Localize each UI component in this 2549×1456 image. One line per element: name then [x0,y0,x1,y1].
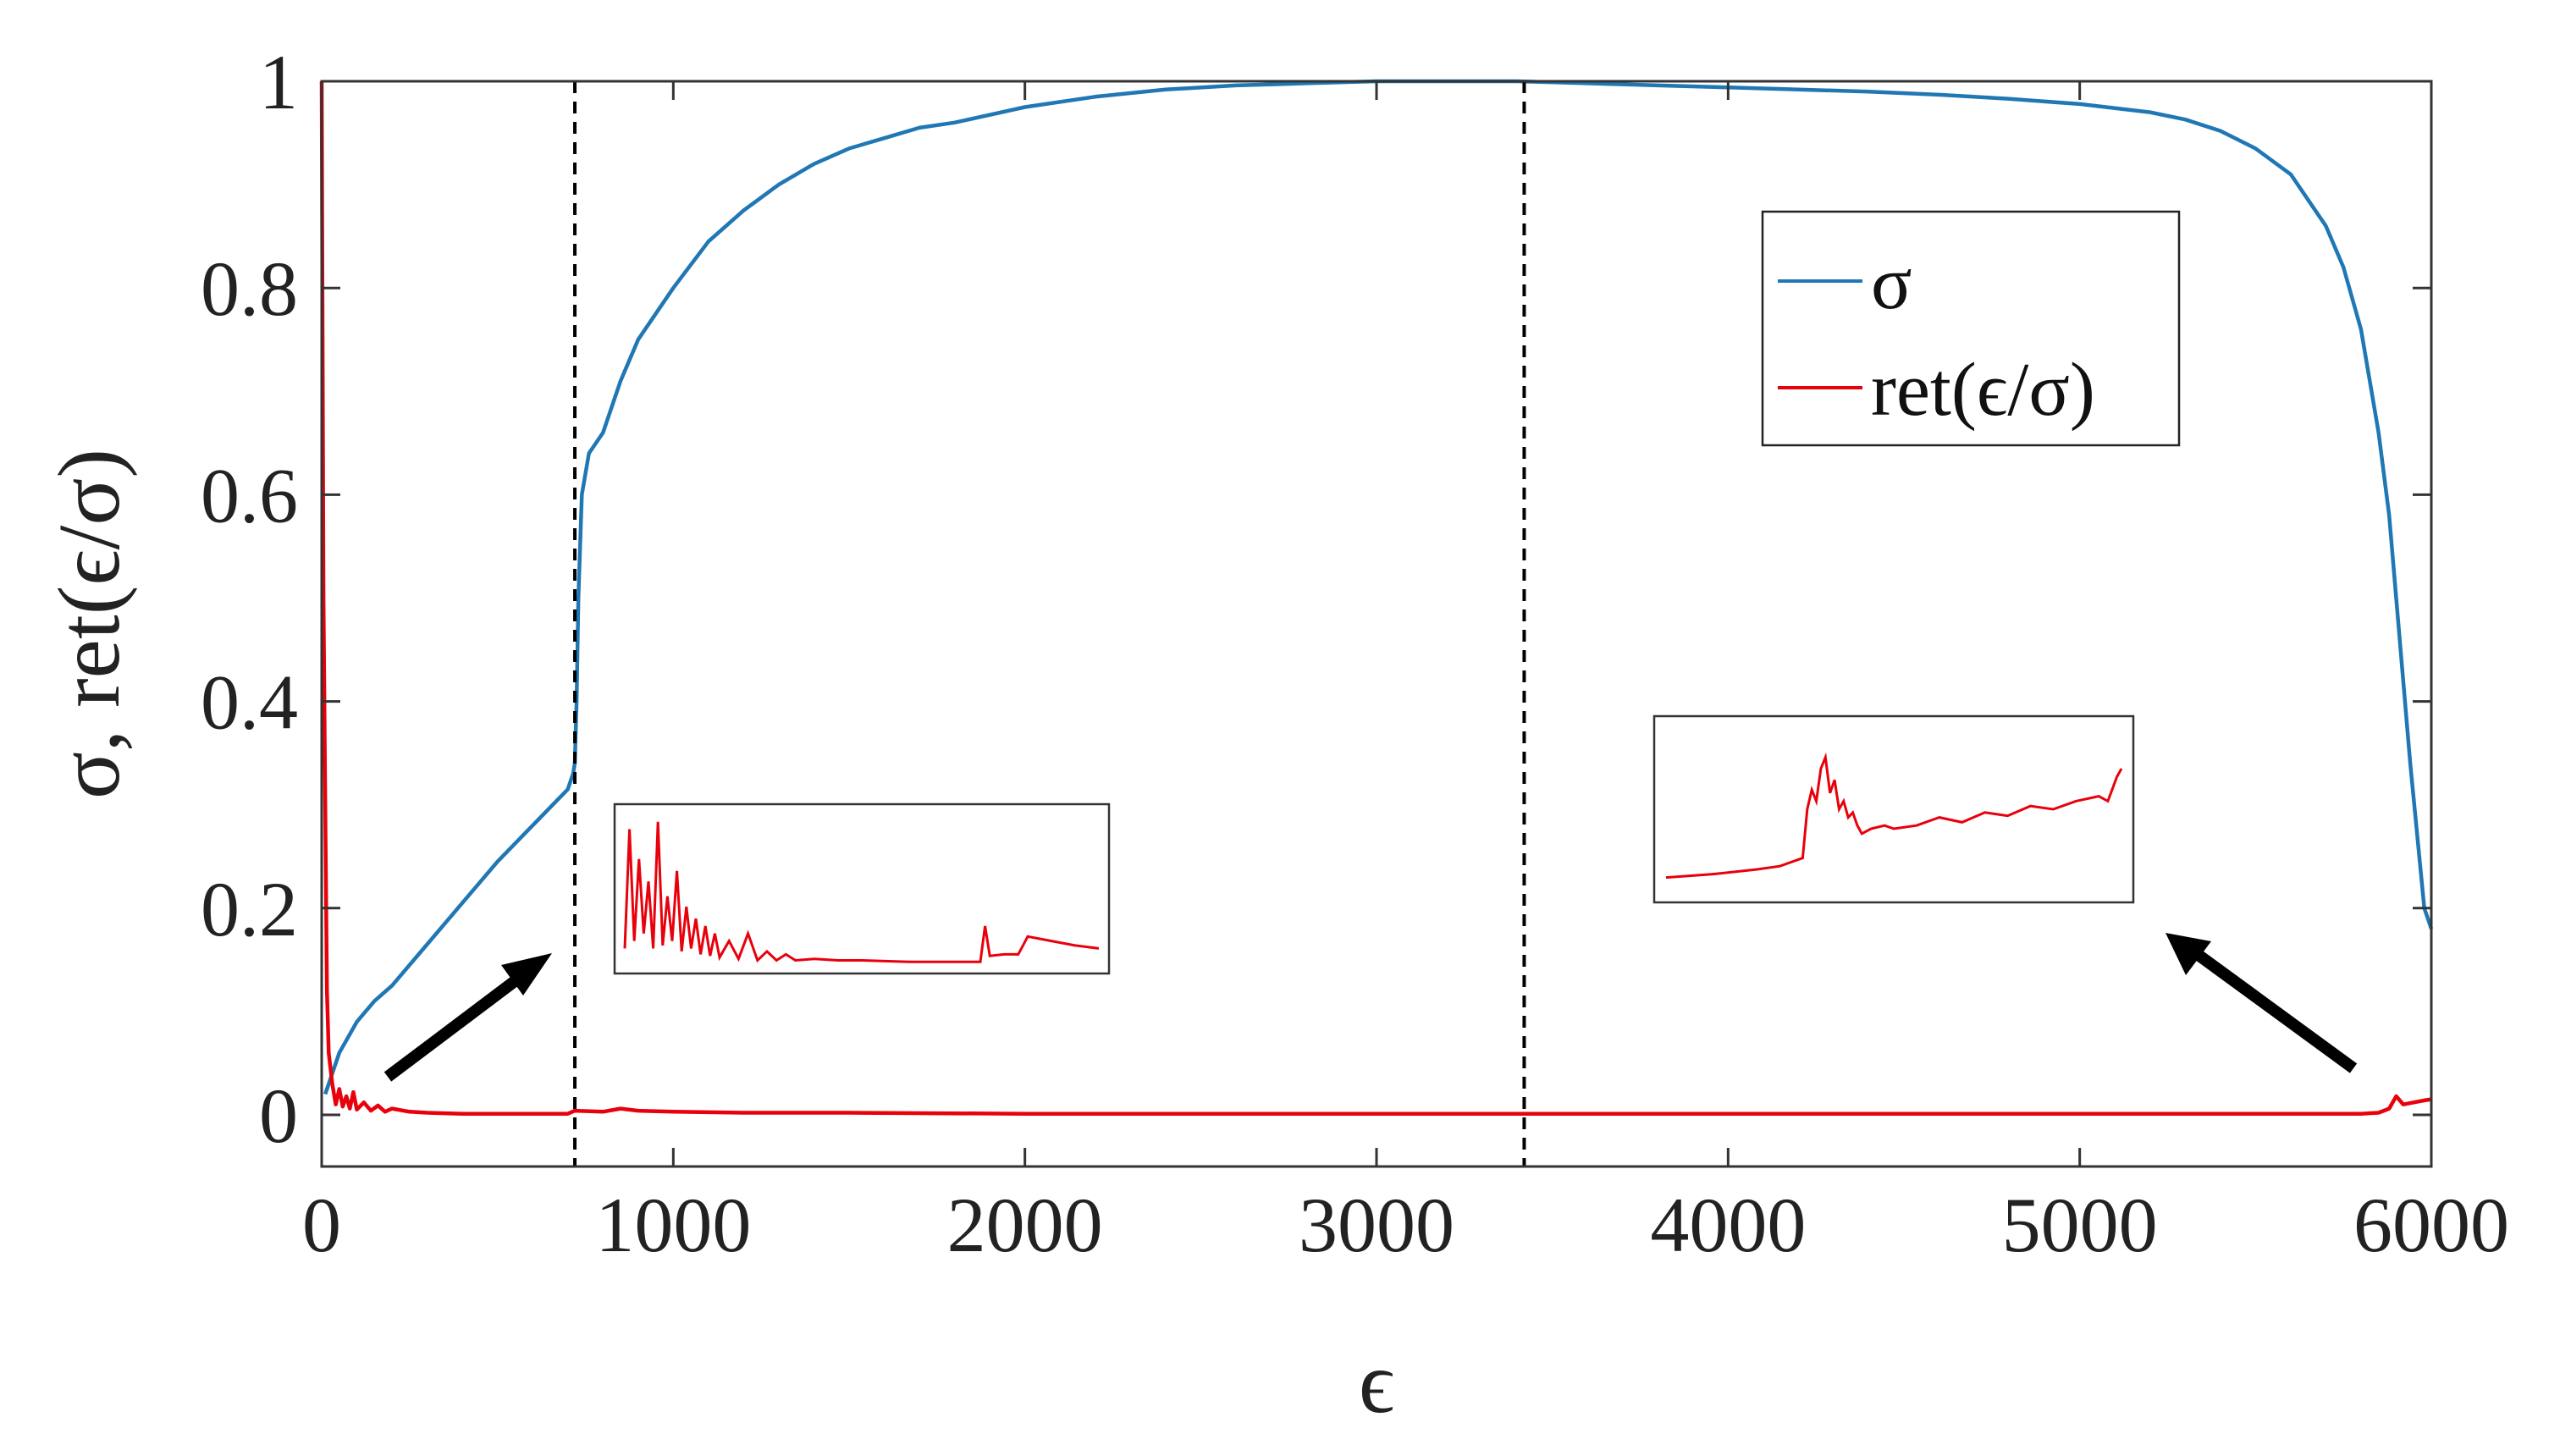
series-line-0 [323,79,2434,1095]
x-tick-label: 2000 [947,1182,1103,1268]
x-tick-label: 5000 [2002,1182,2158,1268]
x-tick-label: 3000 [1299,1182,1454,1268]
inset-left-frame [613,802,1111,975]
x-tick-label: 1000 [595,1182,751,1268]
y-axis-ticks: 0 0.2 0.4 0.6 0.8 1 [201,39,2431,1159]
legend-label-ret: ret(ϵ/σ) [1871,348,2095,432]
y-tick-label: 0 [259,1073,298,1159]
x-axis-label: ϵ [1359,1334,1394,1431]
inset-left [613,802,1111,975]
x-tick-label: 4000 [1650,1182,1806,1268]
y-tick-label: 0.2 [201,866,298,952]
arrow-left-shaft [383,968,529,1082]
inset-right-line [1665,752,2123,880]
x-axis-ticks: 0 1000 2000 3000 4000 5000 6000 [302,81,2509,1268]
arrow-right-head [2166,933,2211,975]
series-line-1 [319,80,2432,1116]
arrow-right [2166,933,2358,1073]
x-tick-label: 0 [302,1182,341,1268]
inset-left-line [623,821,1100,963]
y-axis-label: σ, ret(ϵ/σ) [41,449,138,799]
arrow-left [383,953,552,1082]
series-layer [319,79,2434,1116]
legend-box [1761,210,2181,447]
x-tick-label: 6000 [2353,1182,2509,1268]
y-tick-label: 1 [259,39,298,125]
y-tick-label: 0.4 [201,659,298,746]
reference-lines [573,81,1526,1166]
legend: σ ret(ϵ/σ) [1761,210,2181,447]
arrow-right-shaft [2192,948,2358,1073]
y-tick-label: 0.6 [201,452,298,538]
inset-right-frame [1652,714,2135,904]
inset-right [1652,714,2135,904]
arrow-left-head [501,953,552,995]
y-tick-label: 0.8 [201,245,298,332]
legend-label-sigma: σ [1871,241,1912,325]
